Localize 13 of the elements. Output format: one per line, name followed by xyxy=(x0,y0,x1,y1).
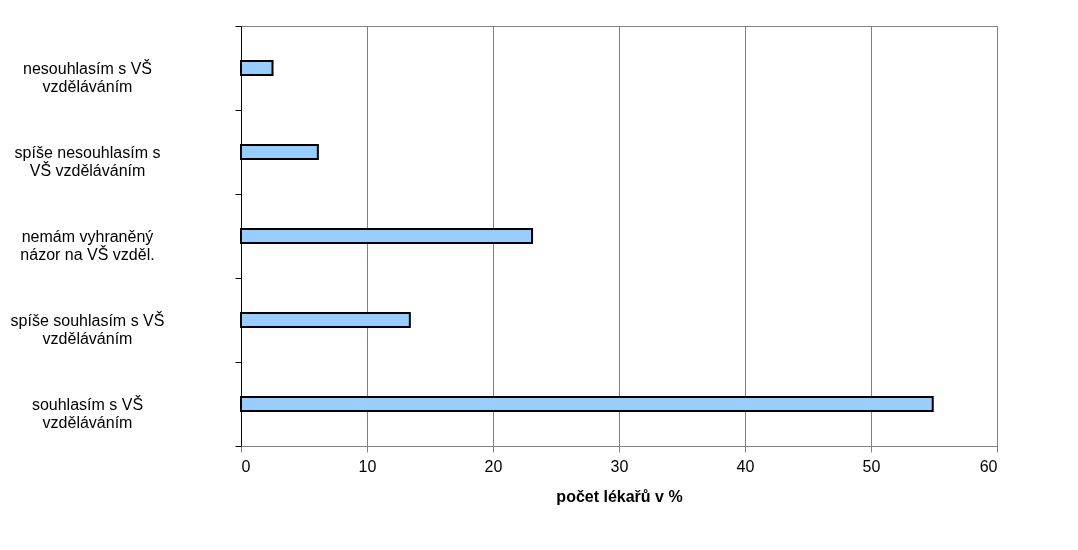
x-tick-label: 30 xyxy=(610,457,629,475)
x-tick-label: 50 xyxy=(862,457,881,475)
x-tick-label: 10 xyxy=(358,457,377,475)
x-tick-label: 40 xyxy=(736,457,755,475)
x-tick-label: 60 xyxy=(979,457,998,475)
y-tick-label: spíše nesouhlasím s VŠ vzděláváním xyxy=(14,143,161,179)
x-tick-label: 20 xyxy=(484,457,503,475)
y-tick-label: nesouhlasím s VŠ vzděláváním xyxy=(23,58,152,95)
y-tick-label: nemám vyhraněný názor na VŠ vzděl. xyxy=(20,227,155,263)
y-tick-label: souhlasím s VŠ vzděláváním xyxy=(31,394,144,431)
y-tick-label: spíše souhlasím s VŠ vzděláváním xyxy=(10,310,165,347)
x-axis-title: počet lékařů v % xyxy=(556,487,683,505)
x-tick-label: 0 xyxy=(241,457,251,475)
